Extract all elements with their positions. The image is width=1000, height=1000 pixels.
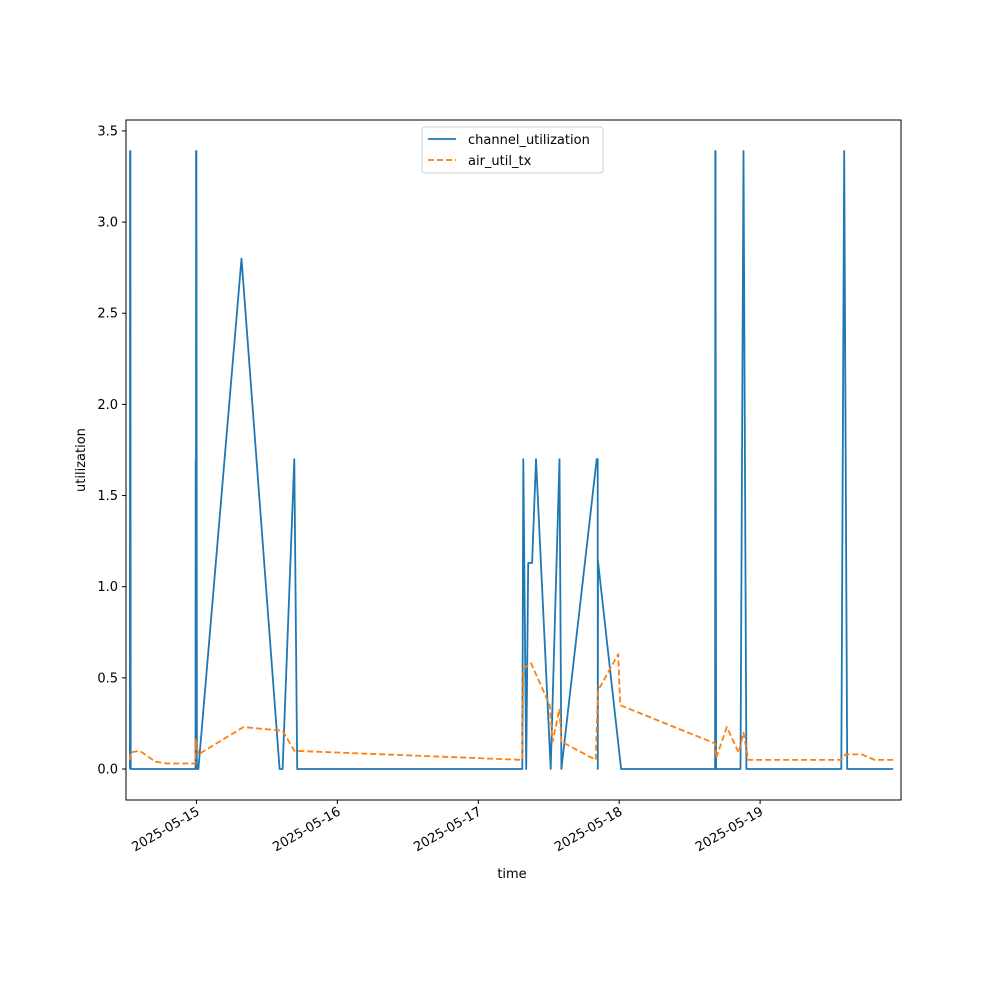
- y-tick-label: 0.5: [97, 671, 118, 686]
- y-tick-label: 1.0: [97, 580, 118, 595]
- y-tick-label: 3.5: [97, 124, 118, 139]
- plot-frame: [125, 119, 902, 801]
- legend-box: [421, 126, 604, 174]
- legend-label: air_util_tx: [468, 154, 532, 169]
- legend-label: channel_utilization: [468, 133, 590, 148]
- y-tick-label: 3.0: [97, 216, 118, 231]
- y-axis-label: utilization: [74, 428, 89, 492]
- y-tick-label: 1.5: [97, 489, 118, 504]
- y-axis: 0.0 0.5 1.0 1.5 2.0 2.5 3.0 3.5: [97, 124, 126, 778]
- series-layer: [128, 150, 894, 770]
- plot-area: [125, 119, 902, 801]
- series-line-channel_utilization: [128, 150, 894, 770]
- y-tick-label: 2.5: [97, 307, 118, 322]
- legend: channel_utilization air_util_tx: [421, 126, 604, 174]
- y-tick-label: 2.0: [97, 398, 118, 413]
- y-tick-label: 0.0: [97, 763, 118, 778]
- series-line-air_util_tx: [129, 653, 894, 765]
- x-axis-label: time: [497, 867, 526, 882]
